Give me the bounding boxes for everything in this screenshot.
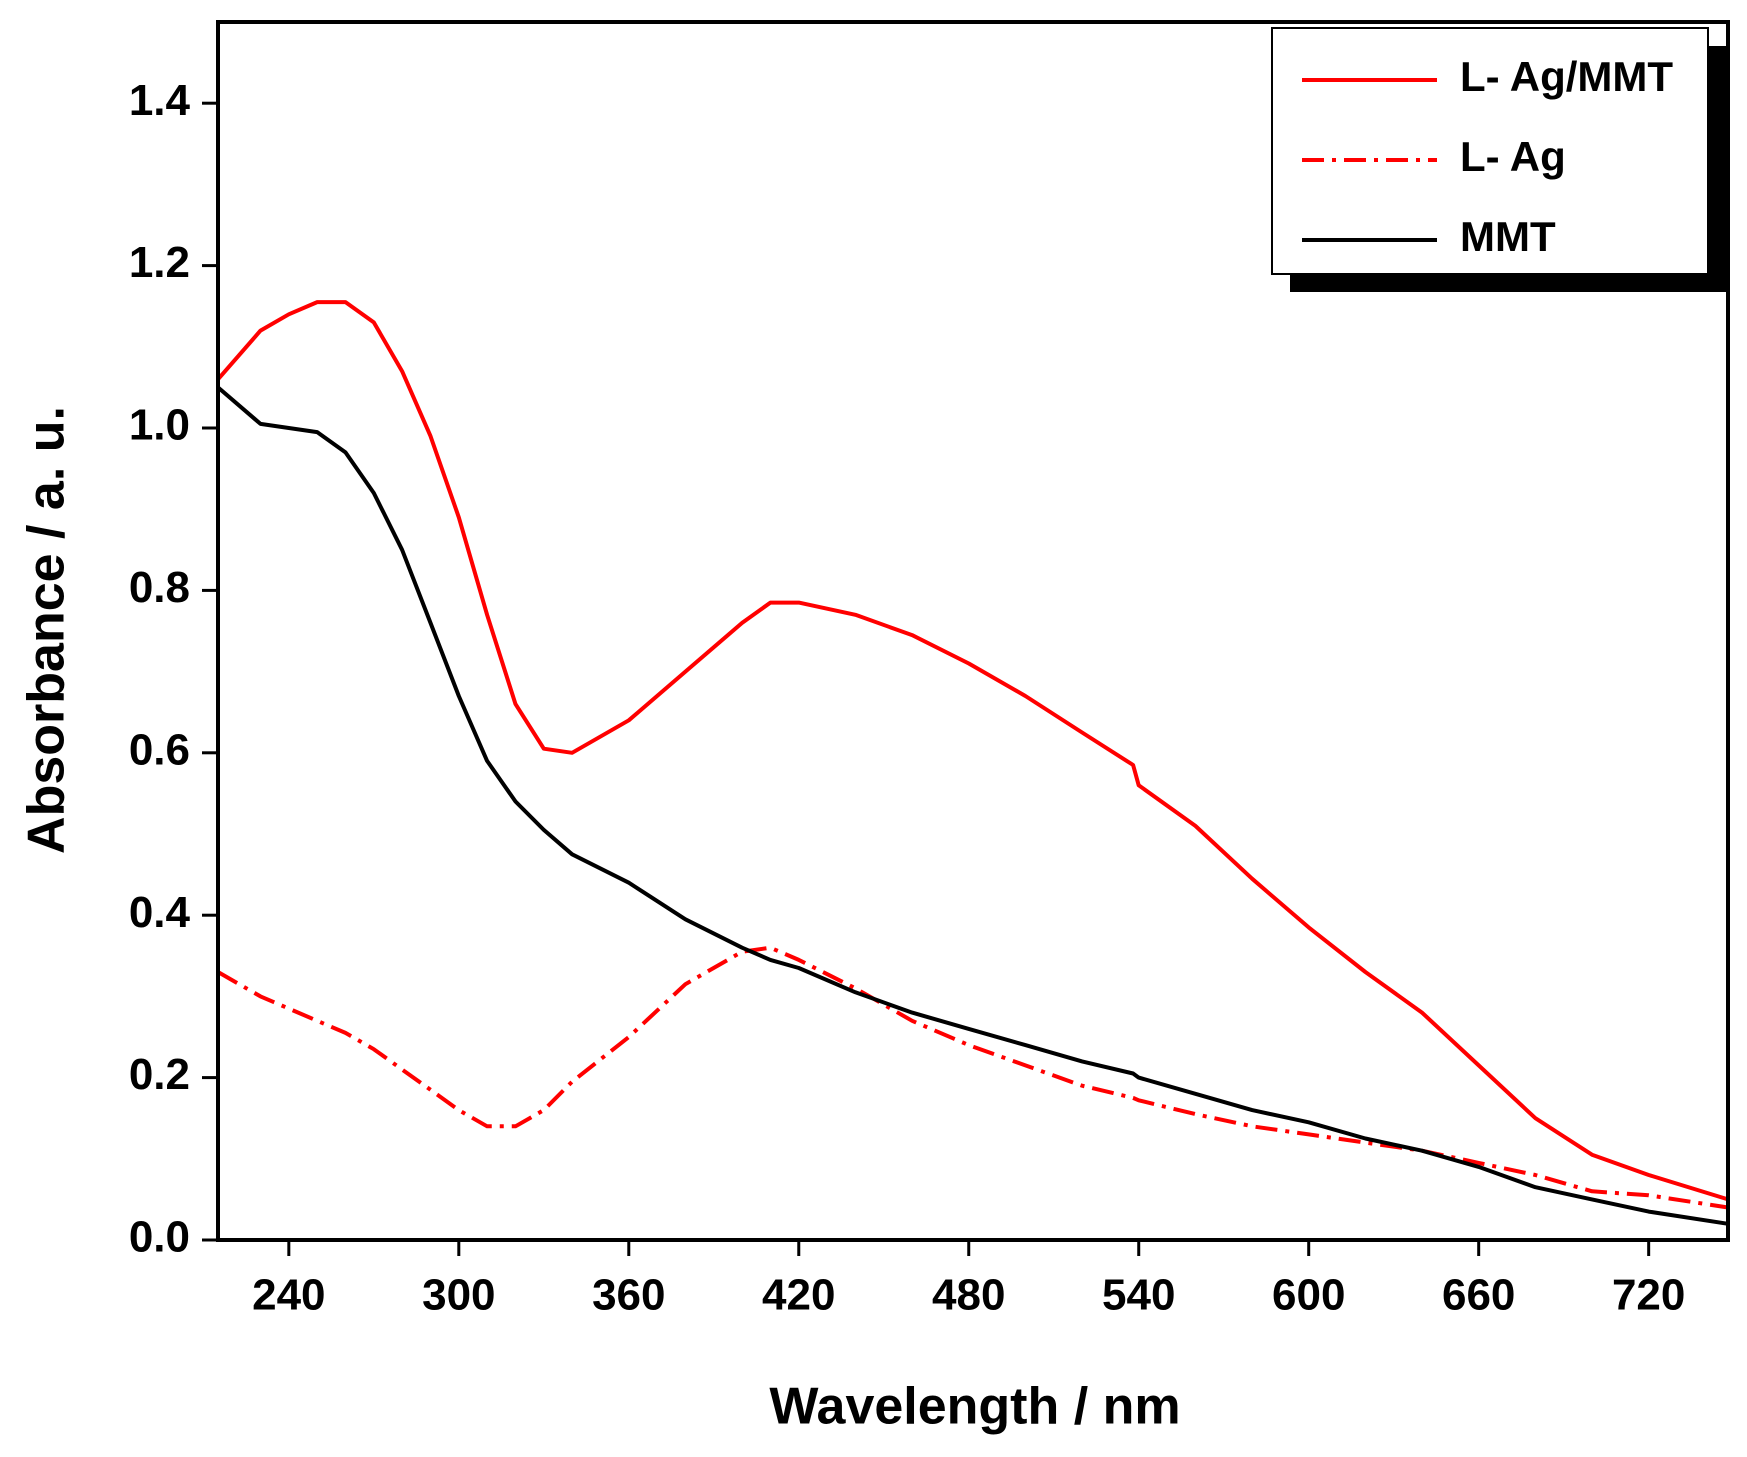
- x-axis-title: Wavelength / nm: [769, 1378, 1180, 1436]
- x-tick-label: 360: [592, 1271, 665, 1320]
- y-tick-label: 0.0: [129, 1213, 190, 1262]
- legend-label: L- Ag: [1460, 133, 1566, 180]
- x-tick-label: 720: [1612, 1271, 1685, 1320]
- y-tick-label: 1.2: [129, 238, 190, 287]
- series-line: [216, 385, 1729, 1226]
- y-axis-title: Absorbance / a. u.: [18, 406, 76, 854]
- y-tick-label: 1.4: [129, 76, 191, 125]
- x-tick-label: 300: [422, 1271, 495, 1320]
- y-tick-label: 0.8: [129, 563, 190, 612]
- y-tick-label: 0.4: [129, 888, 191, 937]
- x-tick-label: 420: [762, 1271, 835, 1320]
- series-line: [216, 300, 1729, 1202]
- x-tick-label: 600: [1272, 1271, 1345, 1320]
- y-tick-label: 1.0: [129, 401, 190, 450]
- legend-label: MMT: [1460, 213, 1556, 260]
- x-tick-label: 240: [252, 1271, 325, 1320]
- series-line: [217, 945, 1729, 1210]
- legend-label: L- Ag/MMT: [1460, 53, 1673, 100]
- y-tick-label: 0.2: [129, 1050, 190, 1099]
- x-tick-label: 540: [1102, 1271, 1175, 1320]
- y-tick-label: 0.6: [129, 725, 190, 774]
- legend-box: [1271, 27, 1709, 275]
- x-tick-label: 480: [932, 1271, 1005, 1320]
- x-tick-label: 660: [1442, 1271, 1515, 1320]
- plot-frame: [216, 20, 1730, 1242]
